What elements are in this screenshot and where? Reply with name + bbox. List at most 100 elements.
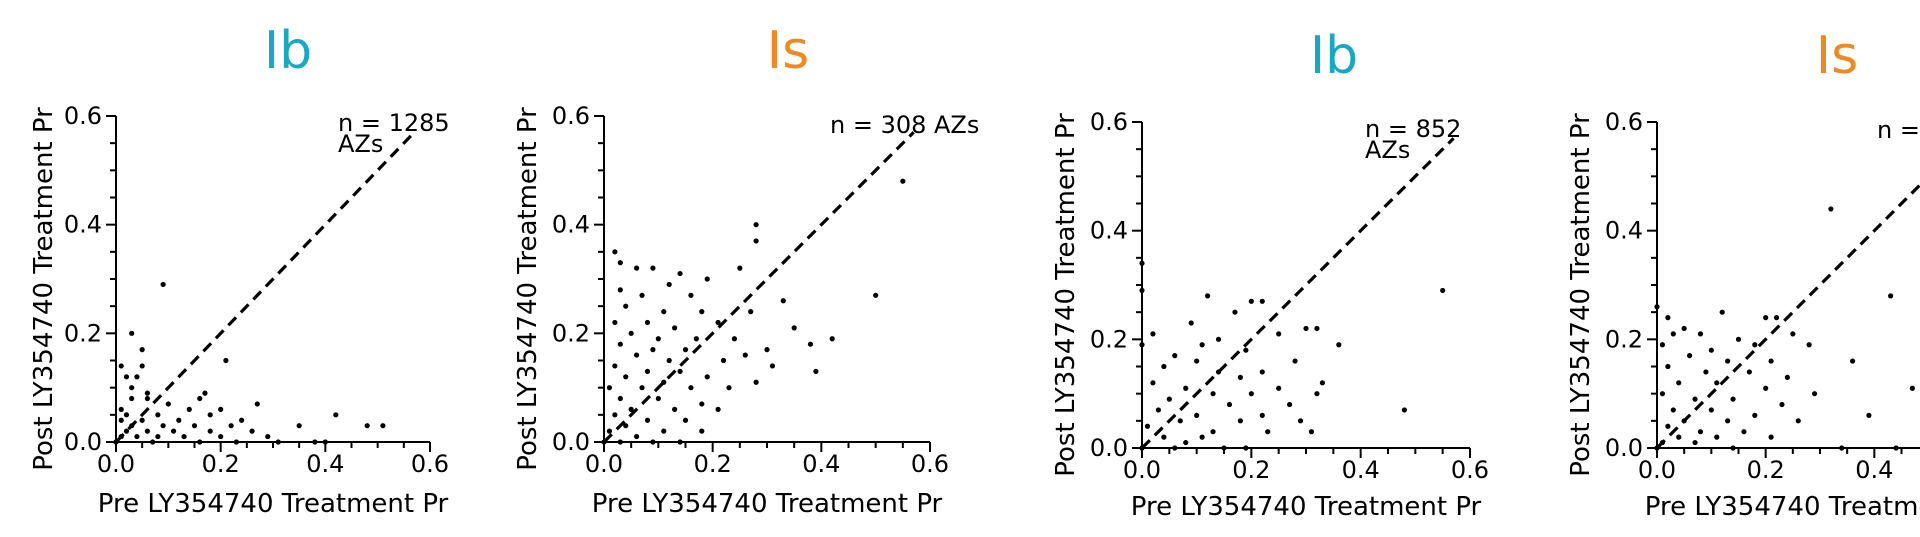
- x-tick-label: 0.0: [1123, 456, 1161, 484]
- n-annotation: n =: [1877, 116, 1920, 144]
- data-point: [1265, 429, 1271, 435]
- data-point: [207, 428, 213, 434]
- data-point: [118, 433, 124, 440]
- chart-panel-1: Ib 0.0 0.2 0.4 0.6 0.0 0.2 0.4 0.6 Pre LY354740 T…: [29, 21, 450, 519]
- data-point: [1215, 336, 1222, 342]
- n-annotation: n = 852: [1365, 115, 1461, 143]
- data-point: [1237, 374, 1243, 380]
- data-point: [617, 287, 623, 293]
- data-point: [617, 341, 623, 347]
- y-tick-label: 0.4: [552, 211, 590, 239]
- data-point: [118, 406, 124, 412]
- data-point: [1243, 347, 1249, 353]
- data-point: [650, 347, 656, 353]
- data-point: [1828, 206, 1834, 212]
- data-point: [601, 439, 607, 445]
- data-point: [742, 352, 748, 358]
- data-point: [753, 379, 759, 385]
- y-tick-label: 0.6: [1605, 108, 1643, 136]
- data-point: [748, 309, 754, 315]
- data-point: [1735, 336, 1742, 342]
- y-tick-label: 0.0: [64, 428, 102, 456]
- data-point: [753, 222, 759, 228]
- data-point: [1440, 287, 1446, 294]
- data-point: [1319, 380, 1325, 386]
- unity-reference-line: [1655, 182, 1920, 450]
- data-point: [254, 401, 260, 407]
- data-point: [364, 423, 370, 429]
- n-annotation: n = 308 AZs: [830, 111, 979, 139]
- y-tick-label: 0.0: [552, 428, 590, 456]
- data-point: [1811, 391, 1818, 397]
- data-point: [791, 325, 797, 331]
- data-point: [900, 178, 906, 184]
- data-point: [1139, 287, 1145, 294]
- data-point: [617, 260, 623, 266]
- data-point: [1237, 418, 1243, 424]
- y-axis-label: Post LY354740 Treatment Pr: [513, 107, 543, 471]
- data-point: [129, 330, 135, 336]
- x-tick-label: 0.2: [1232, 456, 1270, 484]
- data-point: [1730, 445, 1736, 451]
- data-point: [650, 439, 656, 445]
- data-point: [780, 298, 786, 304]
- data-point: [813, 368, 819, 374]
- data-point: [682, 347, 689, 353]
- data-point: [197, 395, 203, 402]
- data-point: [207, 412, 213, 418]
- data-point: [612, 412, 618, 418]
- data-point: [639, 385, 645, 391]
- data-point: [873, 292, 879, 298]
- data-point: [1194, 358, 1200, 364]
- data-point: [731, 336, 738, 342]
- data-point: [1654, 445, 1660, 451]
- data-point: [1850, 358, 1856, 364]
- data-point: [1768, 358, 1774, 364]
- data-point: [1401, 407, 1407, 413]
- data-point: [666, 281, 672, 288]
- data-point: [634, 433, 640, 440]
- data-point: [223, 357, 229, 364]
- y-tick-label: 0.2: [64, 319, 102, 347]
- data-point: [1839, 445, 1845, 451]
- data-point: [249, 428, 255, 434]
- data-point: [1314, 391, 1320, 397]
- x-tick-label: 0.4: [1855, 456, 1893, 484]
- data-point: [197, 439, 203, 445]
- data-point: [1665, 363, 1671, 370]
- data-point: [699, 401, 705, 407]
- data-point: [1790, 331, 1796, 337]
- data-point: [1725, 418, 1731, 424]
- data-point: [769, 363, 776, 369]
- data-point: [634, 265, 640, 271]
- data-point: [1888, 293, 1894, 299]
- data-point: [155, 433, 161, 440]
- data-point: [1199, 434, 1205, 440]
- n-annotation: n = 1285: [338, 109, 450, 137]
- data-point: [688, 385, 694, 391]
- data-point: [296, 423, 302, 429]
- data-point: [129, 395, 135, 402]
- data-point: [644, 319, 651, 326]
- data-point: [1172, 353, 1178, 359]
- y-axis-label: Post LY354740 Treatment Pr: [29, 107, 59, 471]
- y-tick-label: 0.6: [1090, 108, 1128, 136]
- data-point: [1161, 434, 1167, 440]
- data-point: [186, 406, 192, 412]
- data-point: [1719, 309, 1725, 315]
- x-tick-label: 0.0: [97, 450, 135, 478]
- data-point: [1773, 315, 1780, 321]
- data-point: [612, 319, 618, 326]
- data-point: [1708, 407, 1714, 413]
- data-point: [1232, 309, 1238, 315]
- data-point: [699, 309, 705, 315]
- data-point: [165, 401, 171, 407]
- chart-title: Is: [767, 21, 809, 81]
- n-annotation: AZs: [1365, 136, 1410, 164]
- data-point: [1215, 369, 1222, 375]
- data-point: [118, 417, 124, 423]
- data-point: [202, 390, 208, 396]
- data-point: [1741, 429, 1747, 435]
- data-point: [1670, 407, 1676, 413]
